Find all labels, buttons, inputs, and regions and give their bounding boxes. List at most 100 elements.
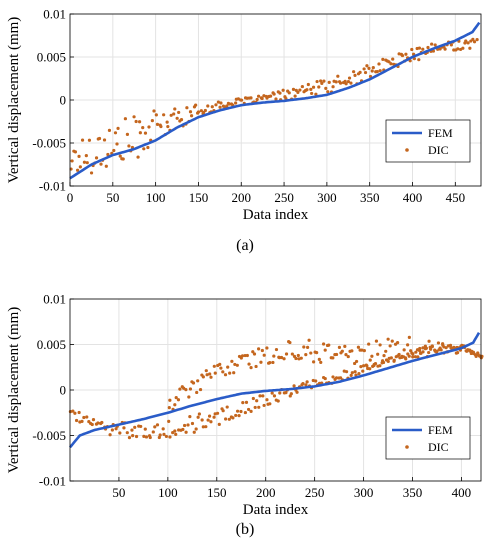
dic-point (254, 364, 258, 369)
dic-point (471, 350, 476, 354)
dic-point (290, 352, 294, 356)
dic-point (347, 76, 352, 80)
dic-point (244, 400, 249, 404)
dic-point (282, 357, 286, 361)
x-tick-label: 100 (158, 485, 178, 500)
dic-point (209, 420, 213, 424)
dic-point (436, 341, 441, 345)
dic-point (331, 356, 335, 360)
dic-point (205, 373, 209, 377)
dic-point (259, 360, 263, 364)
dic-point (114, 427, 118, 431)
dic-point (201, 375, 205, 379)
dic-point (349, 81, 353, 85)
dic-point (464, 39, 468, 43)
dic-point (322, 79, 326, 83)
legend-dic-label: DIC (428, 143, 449, 157)
dic-point (224, 417, 228, 421)
dic-point (99, 162, 103, 166)
dic-point (155, 423, 160, 427)
x-tick-label: 400 (452, 485, 472, 500)
dic-point (130, 428, 134, 432)
dic-point (231, 416, 235, 420)
dic-point (153, 425, 157, 429)
dic-point (197, 412, 201, 416)
dic-point (97, 136, 102, 141)
dic-point (305, 380, 309, 384)
y-axis: -0.01 -0.005 0 0.005 0.01 (32, 7, 74, 194)
dic-point (338, 81, 343, 85)
y-tick-label: 0.01 (43, 292, 66, 307)
x-tick-label: 50 (112, 485, 125, 500)
dic-point (123, 117, 127, 121)
dic-point (384, 349, 388, 353)
dic-point (121, 157, 125, 161)
dic-point (300, 84, 304, 89)
dic-point (152, 109, 156, 113)
dic-point (74, 418, 79, 423)
dic-point (449, 43, 453, 47)
x-axis-label: Data index (243, 502, 309, 518)
dic-point (164, 434, 168, 439)
dic-point (262, 94, 266, 98)
dic-point (430, 344, 434, 348)
dic-point (150, 119, 154, 123)
dic-point (70, 159, 74, 163)
dic-point (107, 128, 112, 132)
dic-point (175, 116, 179, 120)
dic-point (403, 356, 408, 360)
dic-point (269, 94, 273, 98)
dic-point (288, 340, 292, 345)
dic-point (305, 88, 309, 92)
dic-point (91, 418, 96, 422)
dic-point (165, 120, 169, 124)
dic-point (186, 423, 190, 427)
dic-point (209, 375, 213, 379)
dic-point (346, 79, 351, 84)
dic-point (268, 402, 272, 406)
dic-point (324, 86, 328, 90)
legend-box (385, 416, 471, 460)
dic-point (243, 410, 247, 415)
dic-point (131, 434, 135, 438)
dic-point (374, 339, 379, 343)
dic-point (89, 171, 94, 175)
dic-point (235, 409, 240, 413)
dic-point (323, 376, 327, 381)
dic-point (381, 360, 386, 365)
y-axis-label: Vertical displacement (mm) (6, 17, 22, 184)
dic-point (127, 144, 131, 148)
dic-point (443, 47, 447, 51)
x-tick-label: 250 (274, 190, 294, 205)
dic-point (249, 96, 253, 100)
dic-point (216, 100, 220, 104)
dic-point (357, 372, 361, 376)
dic-point (281, 88, 285, 92)
dic-point (255, 97, 259, 102)
dic-point (326, 90, 330, 94)
dic-point (378, 364, 382, 368)
dic-point (212, 415, 216, 419)
dic-point (133, 425, 137, 429)
dic-point (243, 353, 247, 358)
dic-point (184, 388, 188, 392)
dic-point (294, 356, 298, 361)
dic-point (327, 343, 331, 347)
dic-point (320, 81, 324, 85)
dic-point (199, 109, 203, 113)
dic-point (77, 410, 81, 415)
dic-point (240, 98, 244, 102)
dic-point (407, 354, 411, 358)
dic-point (213, 412, 217, 416)
dic-point (233, 362, 237, 367)
dic-point (215, 411, 220, 415)
dic-point (176, 398, 181, 402)
dic-point (272, 394, 277, 398)
dic-point (192, 430, 196, 434)
dic-point (353, 361, 357, 366)
dic-point (410, 351, 414, 355)
dic-point (239, 409, 243, 414)
dic-point (228, 371, 232, 375)
dic-point (390, 339, 394, 343)
dic-point (227, 417, 231, 421)
